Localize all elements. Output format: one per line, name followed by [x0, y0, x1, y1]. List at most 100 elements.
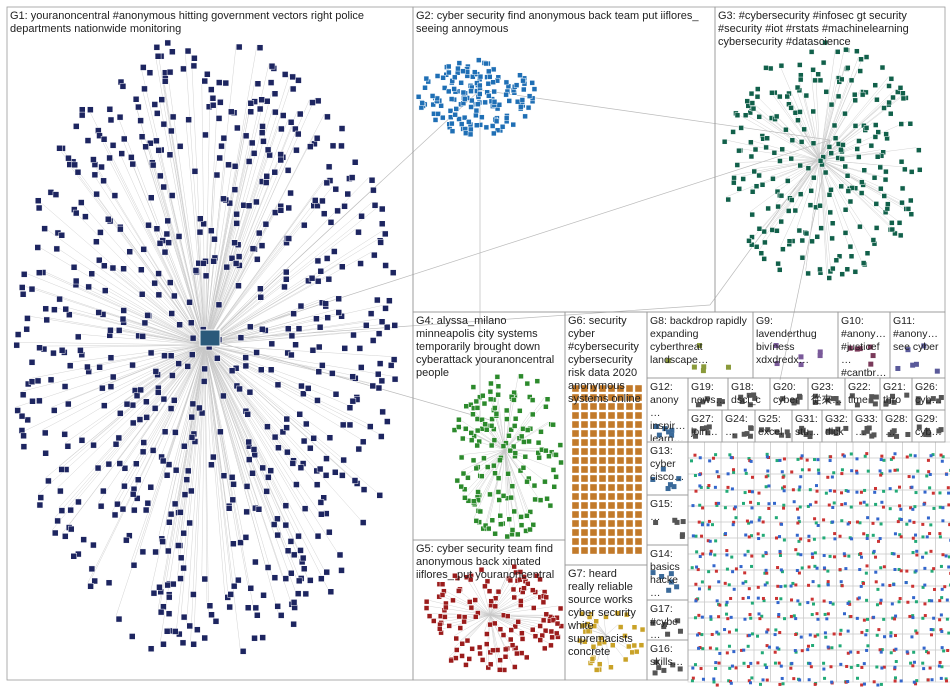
node — [875, 129, 881, 135]
node — [879, 473, 883, 477]
node — [100, 135, 108, 143]
node — [47, 376, 55, 384]
node — [596, 640, 603, 647]
node — [607, 510, 616, 519]
node — [811, 580, 815, 584]
node — [749, 500, 753, 504]
node — [863, 54, 870, 60]
node — [809, 665, 813, 669]
node — [858, 568, 862, 572]
node — [799, 635, 803, 639]
edge — [774, 159, 821, 190]
node — [625, 438, 634, 447]
node — [875, 633, 879, 637]
node — [835, 93, 842, 100]
node — [832, 632, 836, 636]
node — [283, 424, 290, 431]
node — [571, 384, 580, 393]
node — [811, 644, 815, 648]
node — [810, 552, 814, 556]
node — [882, 489, 886, 493]
node — [696, 633, 700, 637]
node — [743, 617, 747, 621]
node — [808, 633, 812, 637]
node — [792, 207, 799, 214]
edge — [204, 344, 276, 445]
edge — [758, 159, 821, 251]
edge — [819, 159, 830, 236]
node — [766, 469, 770, 473]
node — [123, 400, 131, 408]
edge — [160, 183, 206, 346]
node — [708, 646, 712, 650]
node — [767, 506, 771, 510]
node — [297, 464, 305, 471]
node — [764, 475, 768, 479]
node — [617, 624, 624, 630]
node — [728, 679, 732, 683]
node — [723, 506, 727, 510]
node — [134, 476, 142, 483]
node — [184, 363, 191, 370]
node — [120, 307, 127, 314]
edge — [62, 344, 206, 534]
node — [756, 114, 762, 120]
node — [626, 643, 632, 650]
node — [625, 420, 634, 429]
node — [477, 508, 484, 515]
node — [932, 616, 936, 620]
node — [571, 501, 580, 510]
node — [367, 423, 374, 430]
node — [631, 624, 638, 631]
node — [209, 101, 217, 109]
node — [470, 457, 477, 464]
node — [739, 399, 745, 405]
node — [871, 521, 875, 525]
node — [547, 502, 554, 509]
node — [138, 133, 146, 140]
node — [775, 459, 779, 463]
node — [728, 666, 732, 670]
group-label: G29: cyb… — [915, 413, 942, 438]
minor-group-box — [819, 585, 837, 603]
minor-group-box — [918, 633, 936, 651]
minor-group-box — [935, 665, 950, 683]
node — [324, 314, 331, 321]
node — [923, 583, 927, 587]
node — [477, 91, 483, 97]
node — [838, 644, 842, 648]
node — [246, 456, 253, 463]
node — [160, 183, 167, 191]
edge — [151, 280, 206, 346]
node — [859, 91, 866, 98]
minor-group-box — [885, 537, 903, 555]
node — [263, 173, 270, 180]
node — [842, 230, 849, 236]
node — [175, 542, 182, 549]
node — [822, 39, 828, 46]
minor-group-box — [836, 537, 854, 555]
node — [220, 472, 228, 479]
node — [460, 68, 466, 74]
node — [756, 226, 763, 232]
node — [468, 430, 474, 436]
node — [839, 580, 843, 584]
edge — [115, 344, 206, 617]
node — [542, 478, 548, 485]
node — [943, 585, 947, 589]
node — [794, 617, 798, 621]
node — [457, 625, 464, 631]
node — [580, 546, 589, 555]
edge — [504, 411, 531, 451]
node — [571, 510, 580, 519]
minor-group-box — [786, 489, 804, 507]
node — [161, 428, 169, 436]
node — [856, 676, 860, 680]
node — [527, 394, 533, 400]
node — [437, 626, 443, 632]
node — [497, 512, 503, 519]
node — [697, 343, 703, 349]
node — [791, 488, 795, 492]
node — [765, 630, 769, 634]
node — [467, 576, 474, 583]
